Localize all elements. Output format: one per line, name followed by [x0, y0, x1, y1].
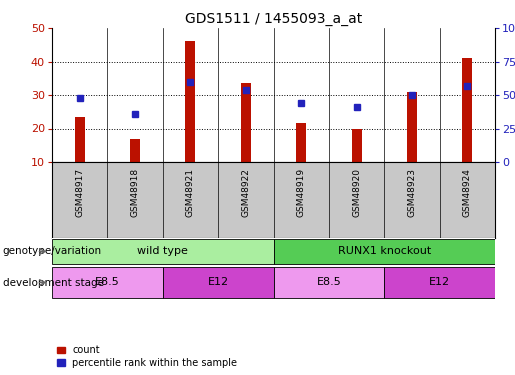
- Text: E12: E12: [208, 277, 229, 287]
- Text: GSM48918: GSM48918: [131, 168, 140, 217]
- Bar: [462, 58, 472, 162]
- Text: development stage: development stage: [3, 278, 104, 288]
- Bar: [163, 267, 273, 298]
- Text: GSM48922: GSM48922: [242, 168, 250, 217]
- Bar: [273, 239, 495, 264]
- Text: wild type: wild type: [138, 246, 188, 256]
- Bar: [296, 123, 306, 162]
- Text: genotype/variation: genotype/variation: [3, 246, 101, 256]
- Text: GSM48921: GSM48921: [186, 168, 195, 217]
- Text: E8.5: E8.5: [317, 277, 341, 287]
- Bar: [185, 41, 195, 162]
- Bar: [75, 117, 84, 162]
- Bar: [384, 267, 495, 298]
- Text: E12: E12: [429, 277, 450, 287]
- Text: GSM48917: GSM48917: [75, 168, 84, 217]
- Bar: [241, 83, 251, 162]
- Text: GSM48919: GSM48919: [297, 168, 306, 217]
- Bar: [52, 239, 273, 264]
- Text: GSM48924: GSM48924: [463, 168, 472, 217]
- Text: GSM48923: GSM48923: [407, 168, 417, 217]
- Bar: [273, 267, 384, 298]
- Bar: [52, 267, 163, 298]
- Legend: count, percentile rank within the sample: count, percentile rank within the sample: [57, 345, 237, 368]
- Text: E8.5: E8.5: [95, 277, 120, 287]
- Bar: [352, 129, 362, 162]
- Text: GSM48920: GSM48920: [352, 168, 361, 217]
- Bar: [130, 138, 140, 162]
- Title: GDS1511 / 1455093_a_at: GDS1511 / 1455093_a_at: [185, 12, 362, 26]
- Bar: [407, 92, 417, 162]
- Text: RUNX1 knockout: RUNX1 knockout: [338, 246, 431, 256]
